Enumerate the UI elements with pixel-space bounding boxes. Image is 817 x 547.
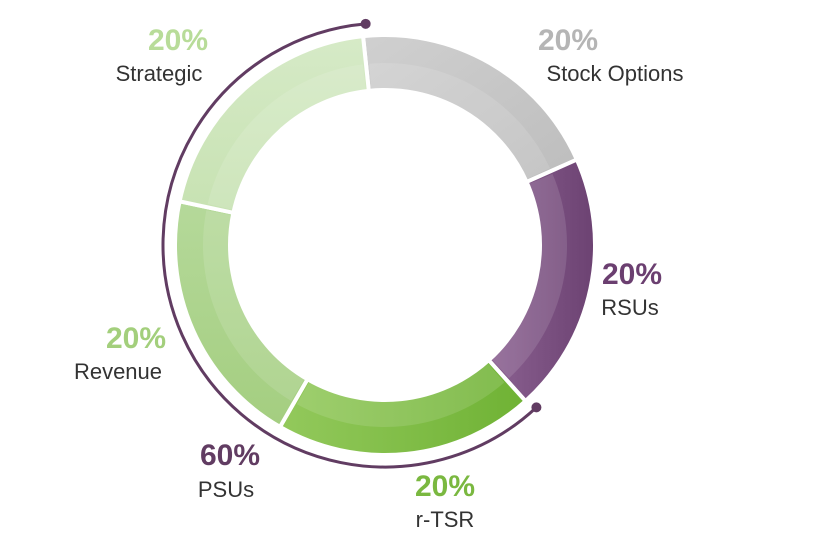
rsus-label: RSUs — [601, 295, 658, 320]
strategic-label: Strategic — [116, 61, 203, 86]
slice-shade-stock-options — [369, 63, 550, 180]
psus-bracket-end-dot — [360, 18, 371, 29]
stock-options-label: Stock Options — [547, 61, 684, 86]
slice-strategic — [177, 33, 371, 216]
stock-options-value-label: 20% — [538, 24, 598, 57]
psus-value-label: 60% — [200, 439, 260, 472]
psus-group-bracket — [161, 18, 542, 469]
psus-label: PSUs — [198, 477, 254, 502]
revenue-label: Revenue — [74, 359, 162, 384]
donut-slices — [173, 33, 597, 457]
r-tsr-value-label: 20% — [415, 470, 475, 503]
revenue-value-label: 20% — [106, 322, 166, 355]
r-tsr-label: r-TSR — [416, 507, 475, 532]
slice-shade-r-tsr — [296, 362, 505, 427]
strategic-value-label: 20% — [148, 24, 208, 57]
psus-bracket-arc — [161, 22, 538, 469]
slice-shade-strategic — [207, 64, 367, 211]
psus-bracket-start-dot — [531, 402, 542, 413]
rsus-value-label: 20% — [602, 258, 662, 291]
slice-shade-revenue — [203, 210, 305, 402]
slice-shade-rsus — [491, 173, 567, 379]
slice-labels: 20% Stock Options 20% RSUs 20% r-TSR 20%… — [74, 24, 684, 532]
